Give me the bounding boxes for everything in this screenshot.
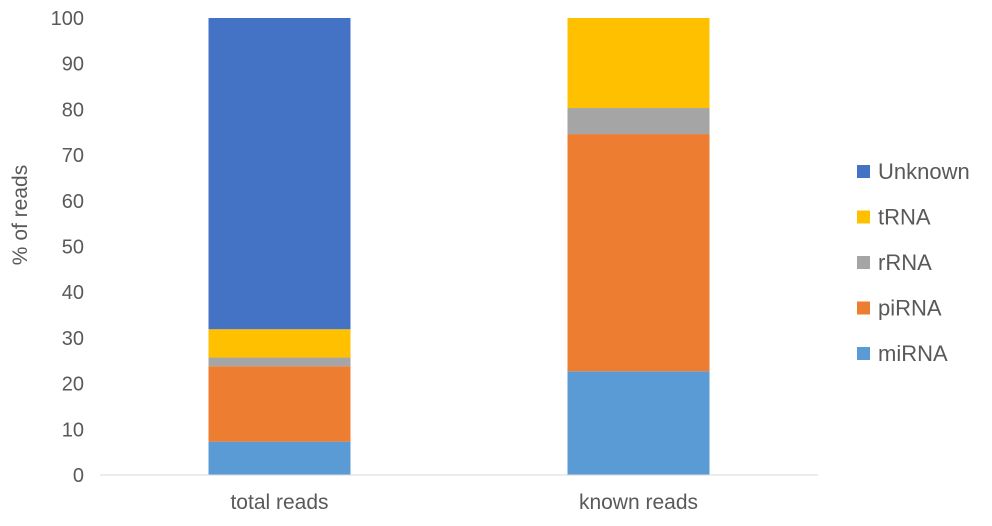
legend-label-rrna: rRNA bbox=[878, 250, 932, 275]
y-tick-label: 30 bbox=[62, 328, 84, 350]
legend: Unknown tRNA rRNA piRNA miRNA bbox=[857, 159, 970, 366]
y-tick-label: 90 bbox=[62, 54, 84, 76]
legend-swatch-trna bbox=[857, 210, 870, 224]
x-category-label: total reads bbox=[230, 491, 328, 514]
y-tick-label: 80 bbox=[62, 99, 84, 121]
x-category-label: known reads bbox=[579, 491, 698, 514]
legend-label-pirna: piRNA bbox=[878, 296, 942, 321]
bar-segment-trna-1 bbox=[567, 18, 710, 109]
legend-label-trna: tRNA bbox=[878, 205, 931, 230]
legend-swatch-unknown bbox=[857, 165, 870, 178]
y-tick-label: 10 bbox=[62, 419, 84, 441]
bar-segment-pirna-1 bbox=[567, 134, 710, 372]
y-axis-tick-labels: 0 10 20 30 40 50 60 70 80 90 100 bbox=[51, 8, 84, 487]
legend-swatch-mirna bbox=[857, 347, 870, 360]
legend-label-mirna: miRNA bbox=[878, 341, 948, 366]
bar-segment-mirna-1 bbox=[567, 371, 710, 475]
x-axis-category-labels: total reads known reads bbox=[230, 491, 698, 514]
y-tick-label: 40 bbox=[62, 282, 84, 304]
y-axis-title-group: % of reads bbox=[9, 165, 32, 265]
bar-segment-mirna-0 bbox=[208, 441, 351, 475]
legend-swatch-pirna bbox=[857, 301, 870, 315]
y-tick-label: 50 bbox=[62, 237, 84, 259]
bars-group bbox=[208, 18, 710, 475]
y-tick-label: 100 bbox=[51, 8, 84, 30]
y-tick-label: 20 bbox=[62, 374, 84, 396]
bar-segment-rrna-1 bbox=[567, 108, 710, 135]
bar-segment-unknown-0 bbox=[208, 18, 351, 330]
y-tick-label: 0 bbox=[73, 465, 84, 487]
bar-segment-trna-0 bbox=[208, 329, 351, 358]
bar-segment-pirna-0 bbox=[208, 366, 351, 442]
y-tick-label: 70 bbox=[62, 145, 84, 167]
legend-swatch-rrna bbox=[857, 256, 870, 269]
legend-label-unknown: Unknown bbox=[878, 159, 970, 184]
y-axis-title: % of reads bbox=[9, 165, 32, 265]
y-tick-label: 60 bbox=[62, 191, 84, 213]
bar-segment-rrna-0 bbox=[208, 357, 351, 367]
